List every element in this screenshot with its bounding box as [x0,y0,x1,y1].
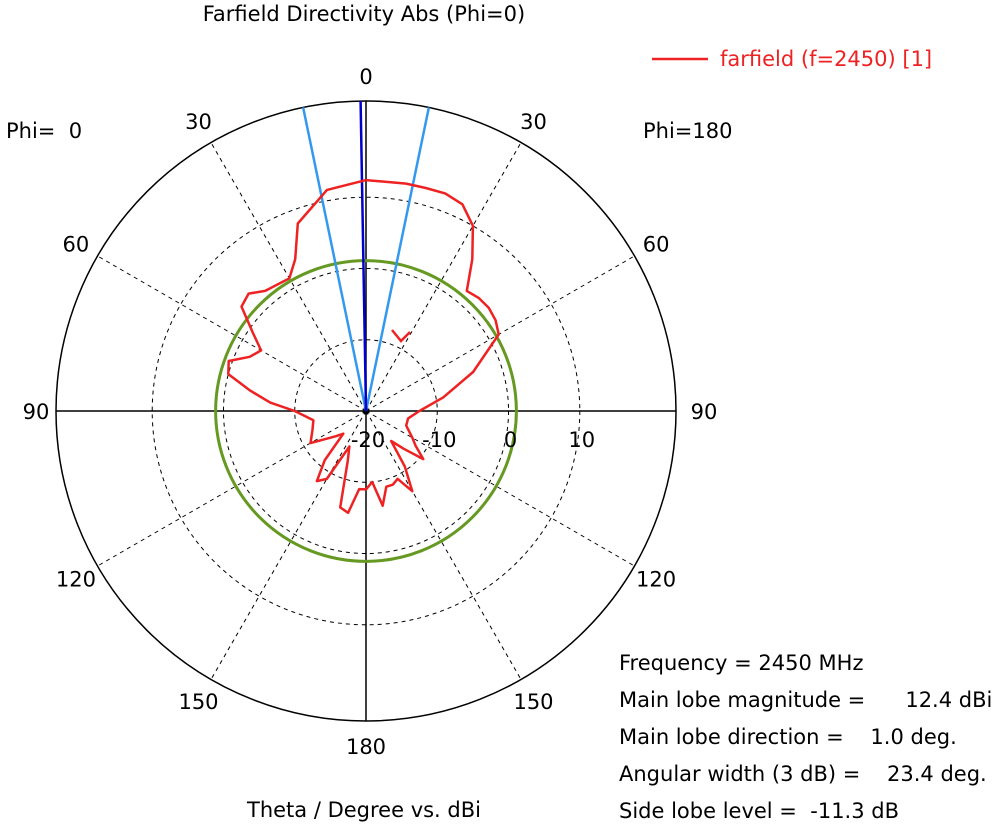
phi-right-label: Phi=180 [643,119,733,143]
info-side-lobe-level: Side lobe level = -11.3 dB [619,799,900,823]
radial-tick-label: 0 [504,428,517,452]
angle-tick-label: 60 [63,233,90,257]
x-axis-label: Theta / Degree vs. dBi [246,798,481,822]
angle-tick-label: 120 [636,568,676,592]
curve-arrow [391,329,411,343]
info-frequency: Frequency = 2450 MHz [619,651,864,675]
tick-labels: 0 30 30 60 60 90 90 120 120 150 150 180 -20 -10 0 10 [23,65,718,759]
angle-tick-label: 60 [643,233,670,257]
radial-tick-label: -10 [422,428,456,452]
overlay-lines [214,101,518,563]
angle-tick-label: 30 [185,110,212,134]
phi-left-label: Phi= 0 [6,119,82,143]
radial-tick-label: -20 [351,428,385,452]
angle-tick-label: 30 [520,110,547,134]
grid-spoke [97,410,367,567]
beam-edge-line [301,107,368,412]
legend: farfield (f=2450) [1] [652,47,932,71]
main-lobe-line [359,101,368,412]
grid-spoke [365,142,522,412]
grid-spoke [210,410,367,680]
angle-tick-label: 150 [178,690,218,714]
angle-tick-label: 90 [691,400,718,424]
info-main-lobe-direction: Main lobe direction = 1.0 deg. [619,725,957,749]
chart-title: Farfield Directivity Abs (Phi=0) [203,2,525,26]
angle-tick-label: 180 [346,735,386,759]
threshold-circle [214,259,518,563]
grid-spoke [97,255,367,412]
angle-tick-label: 120 [56,568,96,592]
grid-spoke [365,255,635,412]
series-line [227,178,500,515]
beam-edge-line [364,107,431,412]
legend-label: farfield (f=2450) [1] [720,47,932,71]
radial-tick-label: 10 [568,428,595,452]
grid-spoke [365,410,522,680]
angle-tick-label: 150 [513,690,553,714]
info-angular-width: Angular width (3 dB) = 23.4 deg. [619,762,987,786]
info-main-lobe-magnitude: Main lobe magnitude = 12.4 dBi [619,688,993,712]
grid-spoke [210,142,367,412]
angle-tick-label: 0 [359,65,372,89]
series-layer [227,178,500,515]
angle-tick-label: 90 [23,400,50,424]
